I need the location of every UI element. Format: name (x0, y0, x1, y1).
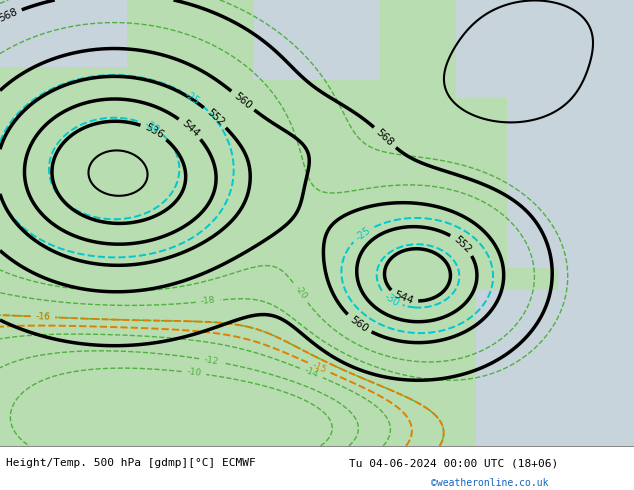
Text: 560: 560 (232, 91, 254, 111)
Text: -18: -18 (200, 296, 216, 306)
Text: -30: -30 (382, 291, 401, 308)
Text: ©weatheronline.co.uk: ©weatheronline.co.uk (431, 478, 548, 488)
Text: Tu 04-06-2024 00:00 UTC (18+06): Tu 04-06-2024 00:00 UTC (18+06) (349, 458, 558, 468)
Text: 568: 568 (374, 127, 396, 148)
Polygon shape (349, 0, 456, 98)
Text: -16: -16 (36, 312, 51, 321)
Text: -15: -15 (311, 361, 328, 375)
Text: 552: 552 (204, 107, 226, 128)
Polygon shape (0, 0, 127, 67)
Polygon shape (476, 290, 634, 446)
Text: 544: 544 (179, 118, 201, 139)
Text: 544: 544 (392, 290, 415, 307)
Text: 568: 568 (0, 7, 19, 24)
Text: Height/Temp. 500 hPa [gdmp][°C] ECMWF: Height/Temp. 500 hPa [gdmp][°C] ECMWF (6, 458, 256, 468)
Text: -16: -16 (36, 312, 51, 321)
Text: -25: -25 (183, 89, 202, 107)
Text: 536: 536 (143, 122, 165, 141)
Text: -30: -30 (143, 119, 162, 136)
Text: 552: 552 (451, 234, 473, 255)
Text: -25: -25 (354, 225, 373, 242)
Text: -12: -12 (204, 355, 219, 367)
Polygon shape (558, 0, 634, 446)
Polygon shape (349, 0, 634, 98)
Text: -20: -20 (292, 284, 308, 301)
Text: 560: 560 (348, 314, 370, 334)
Text: -10: -10 (186, 368, 202, 378)
Text: -14: -14 (303, 366, 320, 380)
Polygon shape (254, 0, 380, 80)
Polygon shape (507, 89, 634, 268)
